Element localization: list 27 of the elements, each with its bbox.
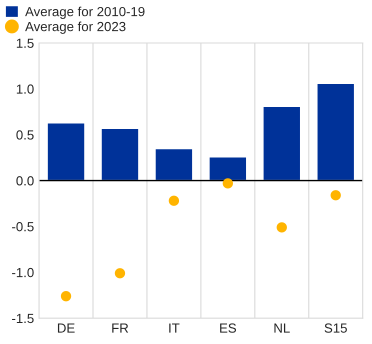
- y-tick-label: 0.5: [16, 130, 34, 140]
- y-tick-label: 1.5: [16, 38, 34, 48]
- y-tick-label: -1.5: [12, 314, 34, 324]
- point: [276, 222, 287, 233]
- x-tick-label: ES: [220, 323, 236, 333]
- bar: [100, 128, 140, 182]
- point: [168, 196, 180, 206]
- point: [222, 178, 233, 188]
- bar: [316, 82, 356, 182]
- y-tick-label: -0.5: [12, 222, 34, 232]
- bar: [154, 148, 194, 182]
- point: [60, 291, 72, 302]
- x-tick-label: DE: [58, 324, 75, 333]
- bar: [208, 156, 248, 182]
- point: [330, 190, 341, 200]
- legend-label: Average for 2010-19: [25, 6, 145, 19]
- bar: [46, 122, 86, 182]
- bar: [262, 106, 302, 182]
- y-tick-label: 0.0: [16, 176, 34, 186]
- legend-label: Average for 2023: [25, 22, 126, 34]
- x-tick-label: S15: [324, 323, 347, 333]
- y-tick-label: 1.0: [16, 84, 34, 94]
- x-tick-label: FR: [112, 324, 128, 333]
- y-tick-label: -1.0: [12, 268, 34, 278]
- point: [114, 268, 126, 278]
- x-tick-label: IT: [169, 324, 180, 333]
- x-tick-label: NL: [274, 324, 290, 333]
